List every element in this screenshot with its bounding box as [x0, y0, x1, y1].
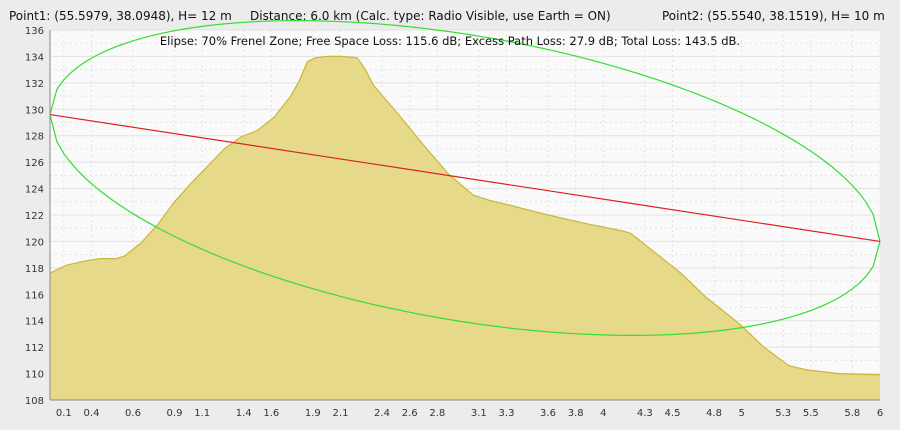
x-tick-label: 4.8 [706, 408, 722, 419]
y-tick-label: 108 [25, 396, 44, 407]
line-of-sight [49, 113, 881, 243]
x-tick-label: 0.1 [56, 408, 72, 419]
y-tick-label: 128 [25, 132, 44, 143]
x-tick-labels: 0.1 0.4 0.6 0.9 1.1 1.4 1.6 1.9 2.1 2.4 2.6 2.8 3.1 3… [56, 408, 883, 419]
x-tick-label: 1.9 [305, 408, 321, 419]
chart-header: Point1: (55.5979, 38.0948), H= 12 m Dist… [0, 0, 900, 30]
x-tick-label: 2.8 [429, 408, 445, 419]
x-tick-label: 0.6 [125, 408, 141, 419]
y-tick-label: 132 [25, 79, 44, 90]
terrain-outline [49, 55, 881, 376]
y-tick-label: 126 [25, 158, 44, 169]
x-tick-label: 1.4 [236, 408, 252, 419]
y-tick-label: 130 [25, 105, 44, 116]
loss-summary: Elipse: 70% Frenel Zone; Free Space Loss… [159, 34, 741, 48]
y-tick-labels: 108 110 112 114 116 118 120 122 124 126 128 130 132 1… [25, 26, 44, 407]
y-tick-label: 120 [25, 237, 44, 248]
y-tick-label: 136 [25, 26, 44, 37]
terrain-fill [50, 56, 880, 401]
x-tick-label: 2.4 [374, 408, 390, 419]
x-tick-label: 5.3 [775, 408, 791, 419]
x-tick-label: 3.3 [499, 408, 515, 419]
y-tick-label: 122 [25, 211, 44, 222]
terrain-area [49, 55, 881, 401]
x-tick-label: 1.1 [194, 408, 210, 419]
x-tick-label: 4 [600, 408, 606, 419]
point2-info: Point2: (55.5540, 38.1519), H= 10 m [662, 9, 885, 23]
fresnel-ellipse [49, 20, 881, 336]
fresnel-upper [49, 20, 881, 242]
x-tick-label: 3.8 [568, 408, 584, 419]
axes [49, 30, 880, 401]
y-tick-label: 110 [25, 370, 44, 381]
x-tick-label: 1.6 [263, 408, 279, 419]
x-tick-label: 2.6 [402, 408, 418, 419]
y-tick-label: 112 [25, 343, 44, 354]
x-tick-label: 4.3 [637, 408, 653, 419]
x-tick-label: 5.8 [844, 408, 860, 419]
y-tick-label: 114 [25, 317, 44, 328]
y-tick-label: 124 [25, 185, 44, 196]
y-tick-label: 118 [25, 264, 44, 275]
x-tick-label: 3.6 [540, 408, 556, 419]
y-tick-label: 116 [25, 290, 44, 301]
x-tick-label: 5.5 [803, 408, 819, 419]
distance-info: Distance: 6.0 km (Calc. type: Radio Visi… [250, 9, 611, 23]
x-tick-label: 3.1 [471, 408, 487, 419]
x-tick-label: 6 [877, 408, 883, 419]
x-tick-label: 0.9 [167, 408, 183, 419]
y-tick-label: 134 [25, 52, 44, 63]
x-tick-label: 2.1 [333, 408, 349, 419]
x-tick-label: 5 [738, 408, 744, 419]
los-line [49, 113, 881, 243]
point1-info: Point1: (55.5979, 38.0948), H= 12 m [9, 9, 232, 23]
fresnel-lower [49, 114, 881, 336]
x-tick-label: 0.4 [84, 408, 100, 419]
x-tick-label: 4.5 [665, 408, 681, 419]
